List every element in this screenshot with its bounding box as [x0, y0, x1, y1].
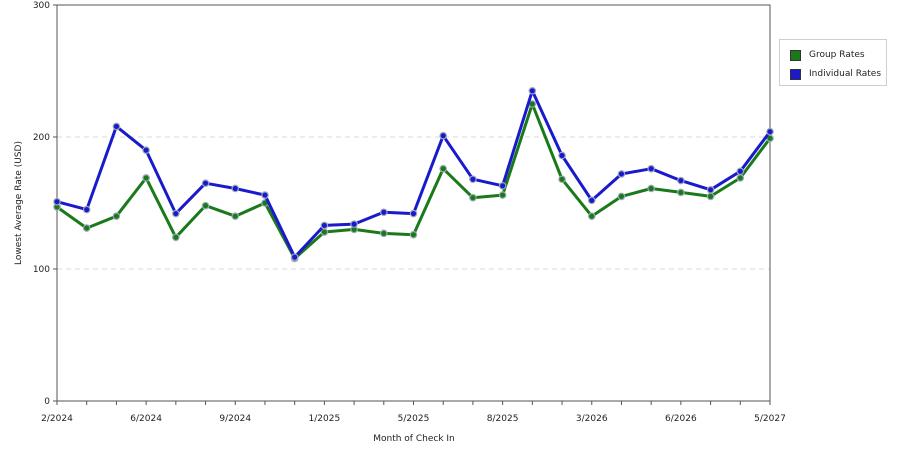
data-point — [736, 167, 745, 176]
data-point — [82, 205, 91, 214]
x-tick-label: 8/2025 — [487, 414, 519, 424]
data-point — [172, 209, 180, 218]
data-point — [112, 212, 121, 221]
data-point — [172, 233, 180, 242]
legend: Group Rates Individual Rates — [779, 39, 887, 86]
data-point — [350, 220, 358, 228]
data-point — [558, 151, 566, 160]
y-tick-label: 200 — [33, 133, 50, 143]
data-point — [647, 164, 655, 173]
legend-item-group-rates: Group Rates — [790, 48, 865, 62]
data-point — [379, 229, 388, 238]
data-point — [231, 184, 240, 193]
data-point — [617, 170, 626, 178]
data-point — [528, 87, 537, 95]
data-point — [587, 196, 596, 205]
legend-label-individual-rates: Individual Rates — [809, 69, 882, 79]
y-axis: 0 100 200 300 — [33, 1, 57, 407]
data-point — [231, 212, 240, 221]
data-point — [439, 164, 448, 173]
plot-area-frame — [56, 4, 771, 402]
x-tick-label: 6/2026 — [665, 414, 697, 424]
x-tick-label: 9/2024 — [219, 414, 251, 424]
data-point — [53, 197, 61, 206]
data-point — [617, 192, 626, 201]
x-tick-label: 5/2025 — [398, 414, 430, 424]
legend-swatch-group-rates — [790, 49, 801, 61]
data-point — [706, 186, 715, 194]
y-axis-title: Lowest Average Rate (USD) — [14, 141, 24, 265]
data-point — [142, 174, 150, 182]
y-tick-label: 0 — [44, 397, 50, 407]
data-point — [261, 191, 269, 199]
data-point — [647, 184, 655, 193]
series-1 — [53, 87, 774, 261]
data-point — [409, 230, 418, 239]
data-point — [736, 174, 745, 182]
data-point — [469, 175, 477, 184]
data-point — [82, 224, 91, 232]
x-tick-label: 5/2027 — [754, 414, 786, 424]
data-point — [766, 127, 774, 136]
data-point — [498, 191, 507, 199]
x-tick-label: 6/2024 — [130, 414, 162, 424]
data-point — [290, 253, 299, 261]
data-point — [498, 182, 507, 190]
y-tick-label: 100 — [33, 265, 50, 275]
legend-item-individual-rates: Individual Rates — [790, 67, 881, 81]
data-point — [706, 192, 715, 201]
series — [53, 87, 774, 263]
series-0 — [53, 100, 774, 263]
data-point — [142, 146, 150, 155]
data-point — [587, 212, 596, 221]
data-point — [439, 131, 448, 140]
data-point — [469, 193, 477, 202]
data-point — [320, 221, 329, 230]
data-point — [677, 188, 685, 197]
legend-label-group-rates: Group Rates — [809, 50, 865, 60]
grid — [57, 136, 770, 270]
x-tick-label: 1/2025 — [309, 414, 341, 424]
x-axis-title: Month of Check In — [373, 434, 455, 444]
data-point — [677, 176, 685, 185]
data-point — [558, 175, 566, 184]
legend-swatch-individual-rates — [790, 68, 801, 80]
x-tick-label: 3/2026 — [576, 414, 608, 424]
data-point — [379, 208, 388, 217]
x-tick-label: 2/2024 — [41, 414, 73, 424]
data-point — [201, 179, 210, 188]
data-point — [201, 201, 210, 210]
y-tick-label: 300 — [33, 1, 50, 11]
data-point — [409, 209, 418, 218]
x-axis: 2/2024 6/2024 9/2024 1/2025 5/2025 8/2025 3/20… — [41, 401, 786, 424]
data-point — [112, 122, 121, 131]
